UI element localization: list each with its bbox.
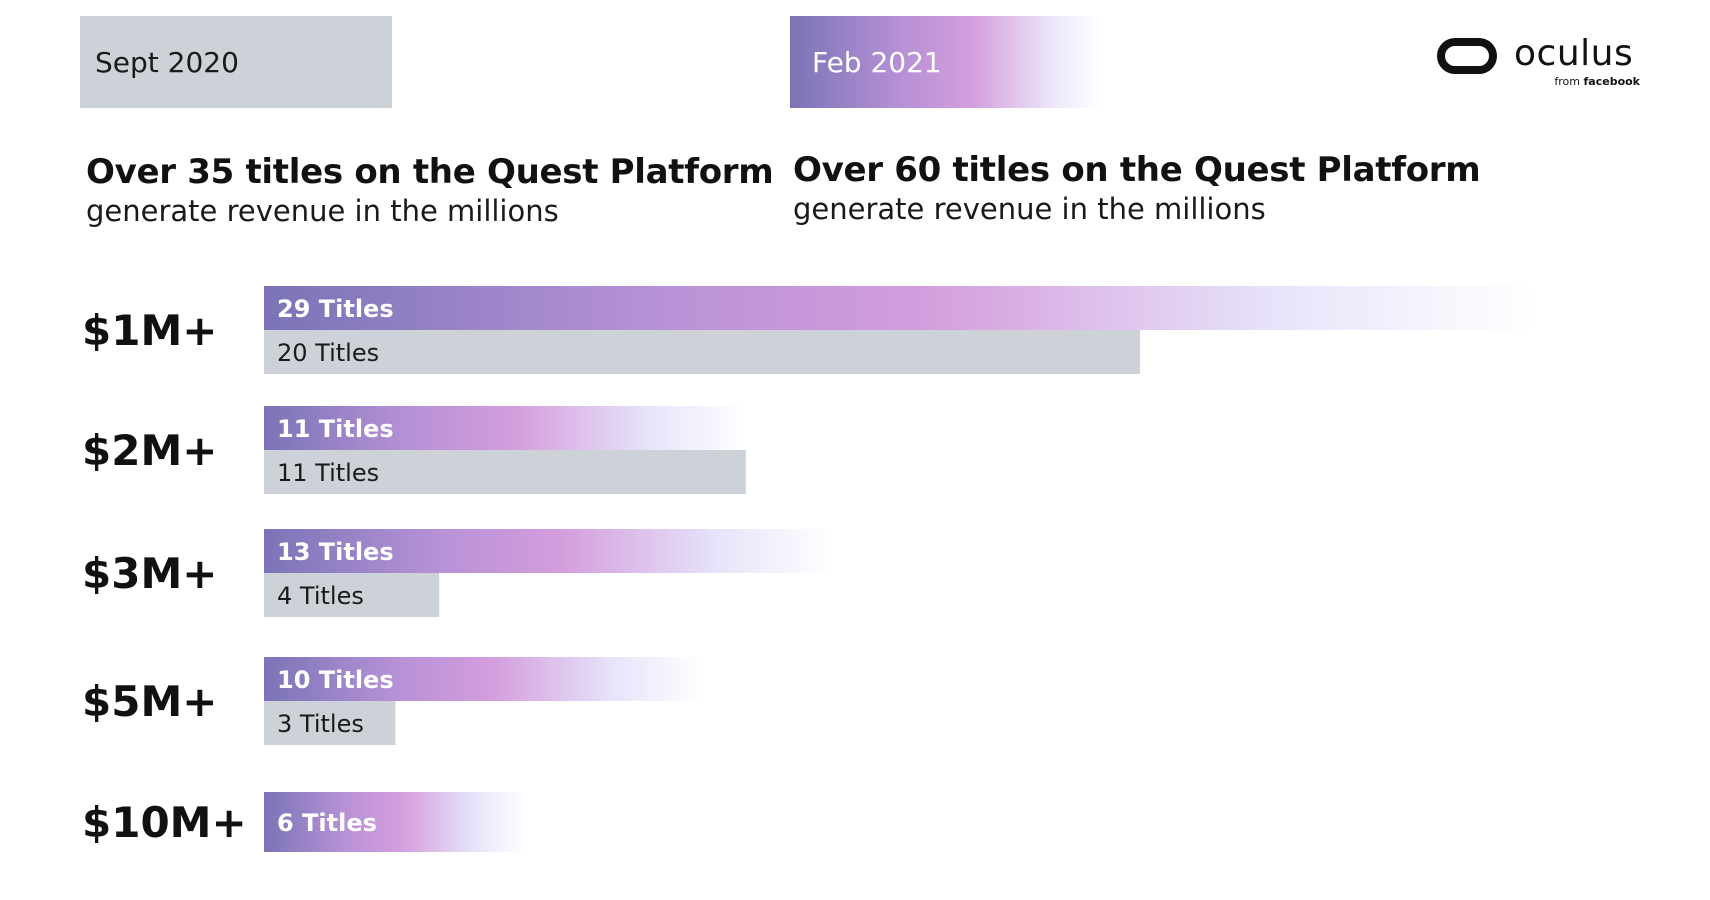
sept-2020-bar-label: 3 Titles <box>277 710 364 738</box>
sept-2020-bar <box>264 573 440 617</box>
feb-2021-bar-label: 10 Titles <box>277 666 394 694</box>
tier-label: $1M+ <box>82 306 217 355</box>
sept-2020-bar <box>264 701 396 745</box>
sept-2020-bar-label: 11 Titles <box>277 459 379 487</box>
feb-headline-subtitle: generate revenue in the millions <box>793 191 1266 226</box>
oculus-headset-icon <box>1437 38 1497 74</box>
feb-2021-legend-box: Feb 2021 <box>790 16 1102 108</box>
feb-2021-bar <box>264 406 746 450</box>
feb-2021-bar-label: 29 Titles <box>277 295 394 323</box>
oculus-logo: oculus from facebook <box>1437 33 1640 94</box>
feb-2021-bar <box>264 529 834 573</box>
feb-2021-bar-label: 6 Titles <box>277 809 377 837</box>
sept-headline-subtitle: generate revenue in the millions <box>86 193 559 228</box>
sept-2020-bar-label: 20 Titles <box>277 339 379 367</box>
sept-2020-legend-box: Sept 2020 <box>80 16 392 108</box>
oculus-wordmark: oculus <box>1514 33 1634 74</box>
sept-2020-bar-label: 4 Titles <box>277 582 364 610</box>
from-facebook-tagline: from facebook <box>1554 75 1640 88</box>
tagline-facebook: facebook <box>1583 75 1641 88</box>
feb-2021-bar <box>264 792 527 852</box>
feb-2021-bar-label: 11 Titles <box>277 415 394 443</box>
sept-headline: Over 35 titles on the Quest Platform gen… <box>86 152 774 229</box>
sept-2020-bar <box>264 330 1140 374</box>
feb-2021-bar <box>264 657 702 701</box>
tagline-from: from <box>1554 75 1580 88</box>
feb-2021-label: Feb 2021 <box>812 45 942 79</box>
feb-2021-bar-label: 13 Titles <box>277 538 394 566</box>
sept-headline-title: Over 35 titles on the Quest Platform <box>86 152 774 192</box>
tier-label: $2M+ <box>82 426 217 475</box>
feb-headline-title: Over 60 titles on the Quest Platform <box>793 150 1481 190</box>
tier-label: $5M+ <box>82 677 217 726</box>
tier-label: $3M+ <box>82 549 217 598</box>
sept-2020-bar <box>264 450 746 494</box>
feb-headline: Over 60 titles on the Quest Platform gen… <box>793 150 1481 227</box>
tier-label: $10M+ <box>82 798 247 847</box>
sept-2020-label: Sept 2020 <box>95 45 239 79</box>
feb-2021-bar <box>264 286 1535 330</box>
